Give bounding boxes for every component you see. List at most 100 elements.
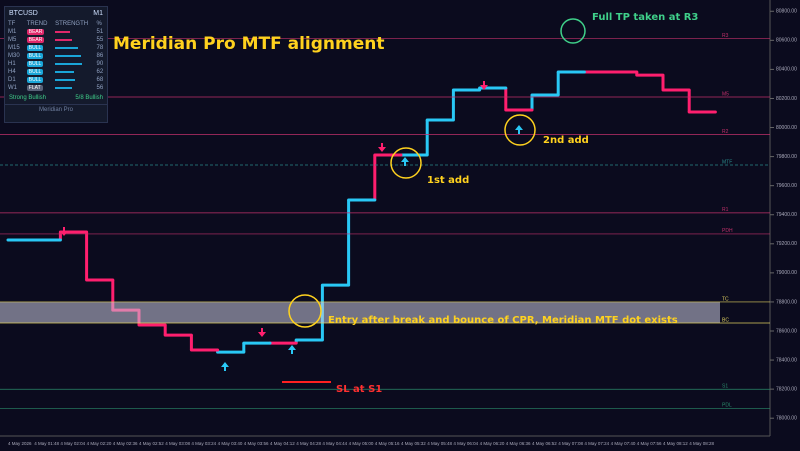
x-tick-label: 4 May 08:28 [689,441,714,446]
x-tick-label: 4 May 01:48 [34,441,59,446]
header-row: TF TREND STRENGTH% [5,20,107,28]
pct-cell: 62 [96,69,104,75]
trend-cell: BEAR [24,28,52,36]
trend-tag: FLAT [26,85,43,91]
up-arrow [288,345,296,354]
pct-cell: 55 [96,37,104,43]
annotation: 2nd add [543,135,589,146]
pct-cell: 78 [96,45,104,51]
strength-bar [55,55,81,57]
y-tick-label: 78200.00 [776,386,797,392]
level-label: M5 [722,91,729,97]
trend-cell: BEAR [24,36,52,44]
tf-cell: H1 [8,61,16,67]
status: Strong Bullish [9,95,47,101]
level-label: PDH [722,228,733,234]
y-tick-label: 79600.00 [776,183,797,189]
level-label: PDL [722,403,732,409]
annotation: Entry after break and bounce of CPR, Mer… [328,315,678,326]
down-arrow [60,227,68,236]
level-label: MTF [722,159,732,165]
up-arrow [515,125,523,134]
trend-cell: BULL [24,60,52,68]
x-tick-label: 4 May 05:16 [375,441,400,446]
mtf-panel: BTCUSD M1 TF TREND STRENGTH% M1 BEAR 51 M5 BEAR… [4,6,108,123]
pct-cell: 86 [96,53,104,59]
strength-cell [52,68,93,76]
panel-row: H1 BULL 90 [5,60,107,68]
highlight [288,294,322,328]
strength-cell [52,36,93,44]
strength-cell [52,60,93,68]
panel-row: M1 BEAR 51 [5,28,107,36]
annotation: SL at S1 [336,384,382,395]
y-tick-label: 78000.00 [776,416,797,422]
y-tick-label: 80800.00 [776,9,797,15]
tf-cell: M1 [8,29,17,35]
y-tick-label: 79200.00 [776,241,797,247]
tf-cell: M5 [8,37,17,43]
x-tick-label: 4 May 02:20 [87,441,112,446]
x-tick-label: 4 May 07:56 [637,441,662,446]
x-tick-label: 4 May 03:40 [218,441,243,446]
highlight [390,147,422,179]
y-tick-label: 79800.00 [776,154,797,160]
panel-row: W1 FLAT 56 [5,84,107,92]
y-tick-label: 80400.00 [776,67,797,73]
trend-cell: BULL [24,76,52,84]
down-arrow [480,81,488,90]
tf-cell: D1 [8,77,16,83]
x-tick-label: 4 May 08:12 [663,441,688,446]
x-tick-label: 4 May 07:24 [584,441,609,446]
plot-bg [0,0,770,436]
trend-tag: BEAR [26,29,45,35]
strength-bar [55,39,72,41]
panel-row: M15 BULL 78 [5,44,107,52]
y-tick-label: 78800.00 [776,299,797,305]
chart-title: Meridian Pro MTF alignment [113,34,385,54]
strength-bar [55,71,74,73]
annotation: 1st add [427,175,469,186]
panel-row: M30 BULL 86 [5,52,107,60]
level-label: BC [722,317,729,323]
up-arrow [221,362,229,371]
symbol: BTCUSD [9,10,38,17]
trend-tag: BULL [26,61,44,67]
level-label: S1 [722,384,728,390]
trend-cell: BULL [24,44,52,52]
panel-row: H4 BULL 62 [5,68,107,76]
strength-cell [52,52,93,60]
level-label: R1 [722,207,729,213]
x-tick-label: 4 May 04:12 [270,441,295,446]
pct-cell: 56 [96,85,104,91]
strength-bar [55,87,72,89]
strength-cell [52,44,93,52]
count: 5/8 Bullish [75,95,103,101]
tf-cell: M30 [8,53,20,59]
pct-cell: 90 [96,61,104,67]
annotation: Full TP taken at R3 [592,12,698,23]
strength-bar [55,47,79,49]
trend-cell: BULL [24,68,52,76]
level-label: TC [722,296,729,302]
trend-tag: BEAR [26,37,45,43]
trend-tag: BULL [26,45,44,51]
cpr-band [0,301,720,324]
x-tick-label: 4 May 07:08 [558,441,583,446]
x-tick-label: 4 May 06:52 [532,441,557,446]
x-tick-label: 4 May 2026 [8,441,32,446]
level-label: R3 [722,33,729,39]
x-tick-label: 4 May 04:44 [322,441,347,446]
strength-cell [52,28,93,36]
x-tick-label: 4 May 02:52 [139,441,164,446]
x-tick-label: 4 May 03:56 [244,441,269,446]
panel-row: D1 BULL 68 [5,76,107,84]
down-arrow [378,143,386,152]
x-tick-label: 4 May 05:32 [401,441,426,446]
arrows [60,81,488,337]
header-cell: TREND [26,21,48,27]
y-tick-label: 80000.00 [776,125,797,131]
x-tick-label: 4 May 07:40 [611,441,636,446]
x-tick-label: 4 May 03:24 [191,441,216,446]
